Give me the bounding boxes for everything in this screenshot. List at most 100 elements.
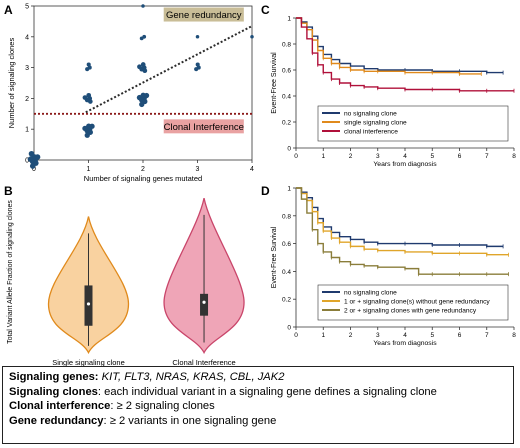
panel-d-y-axis-label: Event-Free Survival — [271, 226, 278, 288]
panel-d-legend-label-2: 1 or + signaling clone(s) without gene r… — [344, 299, 490, 306]
def-gene-redundancy-key: Gene redundancy — [9, 414, 104, 427]
panel-a-point — [143, 92, 150, 99]
panel-d-x-tick-label: 6 — [458, 332, 462, 339]
panel-a-y-tick-label: 4 — [25, 34, 29, 41]
panel-d-legend-label-1: no signaling clone — [344, 290, 397, 297]
panel-c-x-tick-label: 3 — [376, 153, 380, 160]
panel-d-x-tick-label: 1 — [321, 332, 325, 339]
panel-letter-b: B — [4, 184, 13, 198]
def-clonal-interference: Clonal interference: ≥ 2 signaling clone… — [9, 399, 507, 414]
panel-d-curve-1 — [296, 187, 504, 248]
panel-c-x-tick-label: 1 — [321, 153, 325, 160]
panel-d-x-tick-label: 7 — [485, 332, 489, 339]
panel-b-median-1 — [86, 302, 91, 306]
def-signaling-genes-key: Signaling genes — [9, 371, 95, 383]
panel-a-point — [137, 64, 142, 70]
panel-a-x-axis-label: Number of signaling genes mutated — [84, 174, 202, 183]
panel-c-legend-label-3: clonal interference — [344, 129, 398, 136]
panel-a-point — [250, 35, 254, 39]
panel-a-point — [28, 150, 35, 157]
panel-c-y-tick-label: 0.4 — [282, 94, 291, 101]
def-signaling-genes-value: KIT, FLT3, NRAS, KRAS, CBL, JAK2 — [101, 371, 285, 383]
panel-a-point — [139, 36, 144, 41]
panel-d-y-tick-label: 0 — [287, 325, 291, 332]
panel-c-x-tick-label: 7 — [485, 153, 489, 160]
panel-a-gene-redundancy-label-bg — [163, 7, 244, 22]
panel-c-legend-box — [317, 105, 509, 142]
panel-a-y-axis-label: Number of signaling clones — [7, 38, 16, 129]
panel-a-x-tick-label: 4 — [250, 166, 254, 173]
def-gene-redundancy: Gene redundancy: ≥ 2 variants in one sig… — [9, 414, 507, 429]
panel-a-x-tick-label: 2 — [141, 166, 145, 173]
panel-letter-d: D — [261, 184, 270, 198]
panel-c-x-tick-label: 4 — [403, 153, 407, 160]
panel-a-point — [86, 62, 91, 67]
panel-a-point — [195, 62, 200, 67]
figure-canvas: A B C D 0 1 2 3 4 0 1 2 3 4 5 Number of signaling g… — [4, 3, 516, 366]
panel-a-y-tick-label: 3 — [25, 65, 29, 72]
panel-d-y-tick-label: 0.4 — [282, 269, 291, 276]
panel-d-x-axis-label: Years from diagnosis — [373, 340, 437, 347]
panel-d-x-tick-label: 8 — [512, 332, 516, 339]
panel-a-y-tick-label: 5 — [25, 4, 29, 11]
panel-c-legend-label-1: no signaling clone — [344, 111, 397, 118]
panel-b-box-2 — [200, 293, 209, 316]
panel-a-scatter: 0 1 2 3 4 0 1 2 3 4 5 Number of signaling genes mut… — [7, 4, 254, 184]
panel-c-x-tick-label: 2 — [349, 153, 353, 160]
def-gene-redundancy-value: : ≥ 2 variants in one signaling gene — [103, 414, 277, 427]
panel-a-point — [141, 4, 145, 8]
panel-c-y-tick-label: 0.8 — [282, 42, 291, 49]
panel-d-y-tick-label: 1 — [287, 186, 291, 193]
panel-d-y-tick-label: 0.8 — [282, 213, 291, 220]
panel-b-category-label-1: Single signaling clone — [52, 358, 125, 366]
panel-c-y-tick-label: 1 — [287, 16, 291, 23]
panel-c-x-tick-label: 5 — [430, 153, 434, 160]
panel-d-x-tick-label: 2 — [349, 332, 353, 339]
panel-d-x-tick-label: 0 — [294, 332, 298, 339]
panel-d-legend-box — [317, 284, 509, 321]
panel-a-point — [89, 123, 95, 129]
panel-b-category-label-2: Clonal Interference — [172, 358, 235, 366]
def-signaling-clones-key: Signaling clones — [9, 385, 98, 398]
panel-a-point — [29, 163, 36, 169]
panel-b-box-1 — [84, 285, 93, 326]
panel-c-km: 0 0.2 0.4 0.6 0.8 1 0 1 2 3 4 5 6 7 8 Years from diagno… — [271, 16, 516, 169]
panel-a-gene-redundancy-label: Gene redundancy — [166, 10, 242, 21]
panel-letter-a: A — [4, 3, 13, 17]
panel-a-y-tick-label: 1 — [25, 127, 29, 134]
panel-c-y-tick-label: 0.2 — [282, 120, 291, 127]
panel-d-x-tick-label: 5 — [430, 332, 434, 339]
def-clonal-interference-key: Clonal interference — [9, 400, 111, 413]
panel-d-y-tick-label: 0.2 — [282, 297, 291, 304]
panel-c-x-tick-label: 6 — [458, 153, 462, 160]
panel-d-legend-label-3: 2 or + signaling clones with gene redund… — [344, 308, 477, 315]
panel-a-point — [86, 92, 92, 98]
panel-a-point — [87, 99, 93, 104]
panel-c-y-tick-label: 0 — [287, 146, 291, 153]
panel-c-x-tick-label: 8 — [512, 153, 516, 160]
panel-a-point — [195, 35, 200, 39]
panel-a-point — [27, 156, 34, 162]
panel-c-legend-label-2: single signaling clone — [344, 120, 407, 127]
panel-a-gene-redundancy-line — [85, 25, 253, 114]
panel-a-point — [82, 125, 88, 132]
panel-letter-c: C — [261, 3, 270, 17]
panel-c-x-axis-label: Years from diagnosis — [373, 161, 437, 168]
def-signaling-clones-value: : each individual variant in a signaling… — [97, 385, 437, 398]
panel-a-point — [142, 68, 148, 74]
definitions-box: Signaling genes: KIT, FLT3, NRAS, KRAS, … — [2, 366, 514, 444]
panel-b-y-axis-label: Total Variant Allele Fraction of signali… — [7, 200, 14, 344]
def-signaling-clones: Signaling clones: each individual varian… — [9, 385, 507, 400]
panel-d-x-tick-label: 3 — [376, 332, 380, 339]
panel-b-violin: Total Variant Allele Fraction of signali… — [7, 197, 245, 366]
def-clonal-interference-value: : ≥ 2 signaling clones — [110, 400, 215, 413]
panel-d-km: 0 0.2 0.4 0.6 0.8 1 0 1 2 3 4 5 6 7 8 Years from diagno… — [271, 186, 516, 348]
panel-a-point — [85, 67, 90, 72]
def-signaling-genes: Signaling genes: KIT, FLT3, NRAS, KRAS, … — [9, 371, 285, 383]
panel-d-x-tick-label: 4 — [403, 332, 407, 339]
panel-c-y-axis-label: Event-Free Survival — [271, 52, 278, 114]
panel-c-y-tick-label: 0.6 — [282, 68, 291, 75]
panel-a-x-tick-label: 1 — [87, 166, 91, 173]
panel-a-y-tick-label: 2 — [25, 96, 29, 103]
panel-a-point — [194, 67, 199, 72]
